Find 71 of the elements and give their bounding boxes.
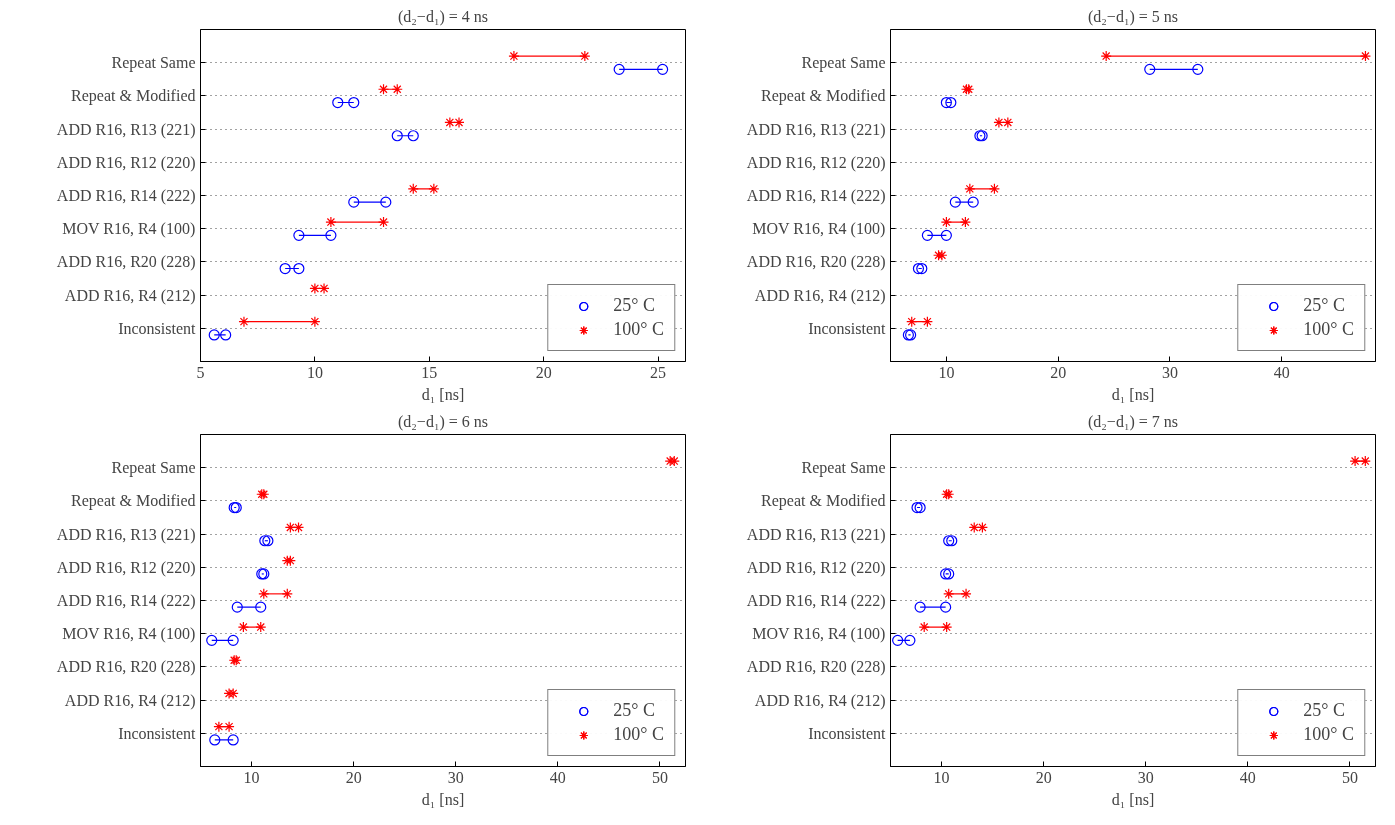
y-tick-label: Repeat & Modified: [761, 87, 886, 106]
y-tick-label: ADD R16, R4 (212): [64, 286, 196, 305]
y-tick-label: ADD R16, R13 (221): [746, 120, 886, 139]
y-tick-label: ADD R16, R14 (222): [746, 187, 886, 205]
x-tick-label: 40: [1239, 768, 1256, 786]
y-tick-label: Repeat Same: [801, 459, 886, 478]
x-tick-label: 15: [421, 363, 438, 381]
x-tick-label: 25: [650, 363, 667, 381]
x-tick-label: 5: [196, 363, 205, 381]
x-tick-label: 50: [651, 768, 668, 786]
y-tick-label: Repeat Same: [801, 54, 886, 73]
y-tick-label: ADD R16, R13 (221): [56, 525, 196, 544]
chart-title: (d₂−d₁) = 6 ns: [397, 412, 489, 431]
x-tick-label: 10: [938, 363, 955, 381]
x-axis-title: d₁ [ns]: [1111, 385, 1155, 403]
y-tick-label: ADD R16, R4 (212): [754, 286, 886, 305]
legend-label: 25° C: [1303, 700, 1345, 721]
legend-label: 25° C: [1303, 295, 1345, 316]
x-tick-label: 20: [535, 363, 552, 381]
x-tick-label: 40: [549, 768, 566, 786]
legend-label: 25° C: [613, 295, 655, 316]
y-tick-label: ADD R16, R14 (222): [56, 592, 196, 610]
x-axis-title: d₁ [ns]: [421, 790, 465, 808]
y-tick-label: ADD R16, R12 (220): [746, 558, 886, 577]
x-tick-label: 20: [1050, 363, 1067, 381]
y-tick-label: ADD R16, R20 (228): [56, 253, 196, 272]
x-tick-label: 30: [447, 768, 464, 786]
x-axis-title: d₁ [ns]: [1111, 790, 1155, 808]
y-tick-label: Repeat Same: [111, 459, 196, 478]
x-tick-label: 40: [1273, 363, 1290, 381]
x-axis-title: d₁ [ns]: [421, 385, 465, 403]
y-tick-label: Inconsistent: [808, 319, 887, 337]
legend-label: 100° C: [613, 724, 664, 745]
y-tick-label: Repeat & Modified: [71, 87, 196, 106]
x-tick-label: 10: [306, 363, 323, 381]
y-tick-label: Inconsistent: [118, 724, 197, 742]
y-tick-label: Repeat & Modified: [761, 492, 886, 511]
legend-label: 100° C: [1303, 319, 1354, 340]
x-tick-label: 50: [1341, 768, 1358, 786]
y-tick-label: ADD R16, R13 (221): [746, 525, 886, 544]
chart-title: (d₂−d₁) = 7 ns: [1087, 412, 1179, 431]
x-tick-label: 10: [933, 768, 950, 786]
y-tick-label: ADD R16, R20 (228): [746, 658, 886, 677]
y-tick-label: ADD R16, R20 (228): [746, 253, 886, 272]
y-tick-label: Inconsistent: [808, 724, 887, 742]
x-tick-label: 20: [1035, 768, 1052, 786]
y-tick-label: MOV R16, R4 (100): [752, 220, 886, 239]
y-tick-label: ADD R16, R12 (220): [746, 153, 886, 172]
y-tick-label: Repeat & Modified: [71, 492, 196, 511]
y-tick-label: Repeat Same: [111, 54, 196, 73]
x-tick-label: 10: [243, 768, 260, 786]
legend-label: 100° C: [613, 319, 664, 340]
y-tick-label: MOV R16, R4 (100): [752, 625, 886, 644]
y-tick-label: ADD R16, R12 (220): [56, 153, 196, 172]
y-tick-label: ADD R16, R20 (228): [56, 658, 196, 677]
x-tick-label: 30: [1137, 768, 1154, 786]
y-tick-label: ADD R16, R14 (222): [746, 592, 886, 610]
chart-title: (d₂−d₁) = 4 ns: [397, 7, 489, 26]
x-tick-label: 20: [345, 768, 362, 786]
y-tick-label: ADD R16, R4 (212): [754, 691, 886, 710]
y-tick-label: Inconsistent: [118, 319, 197, 337]
x-tick-label: 30: [1161, 363, 1178, 381]
chart-title: (d₂−d₁) = 5 ns: [1087, 7, 1179, 26]
legend-label: 100° C: [1303, 724, 1354, 745]
y-tick-label: ADD R16, R4 (212): [64, 691, 196, 710]
y-tick-label: MOV R16, R4 (100): [62, 625, 196, 644]
y-tick-label: ADD R16, R13 (221): [56, 120, 196, 139]
y-tick-label: ADD R16, R12 (220): [56, 558, 196, 577]
legend-label: 25° C: [613, 700, 655, 721]
y-tick-label: MOV R16, R4 (100): [62, 220, 196, 239]
y-tick-label: ADD R16, R14 (222): [56, 187, 196, 205]
